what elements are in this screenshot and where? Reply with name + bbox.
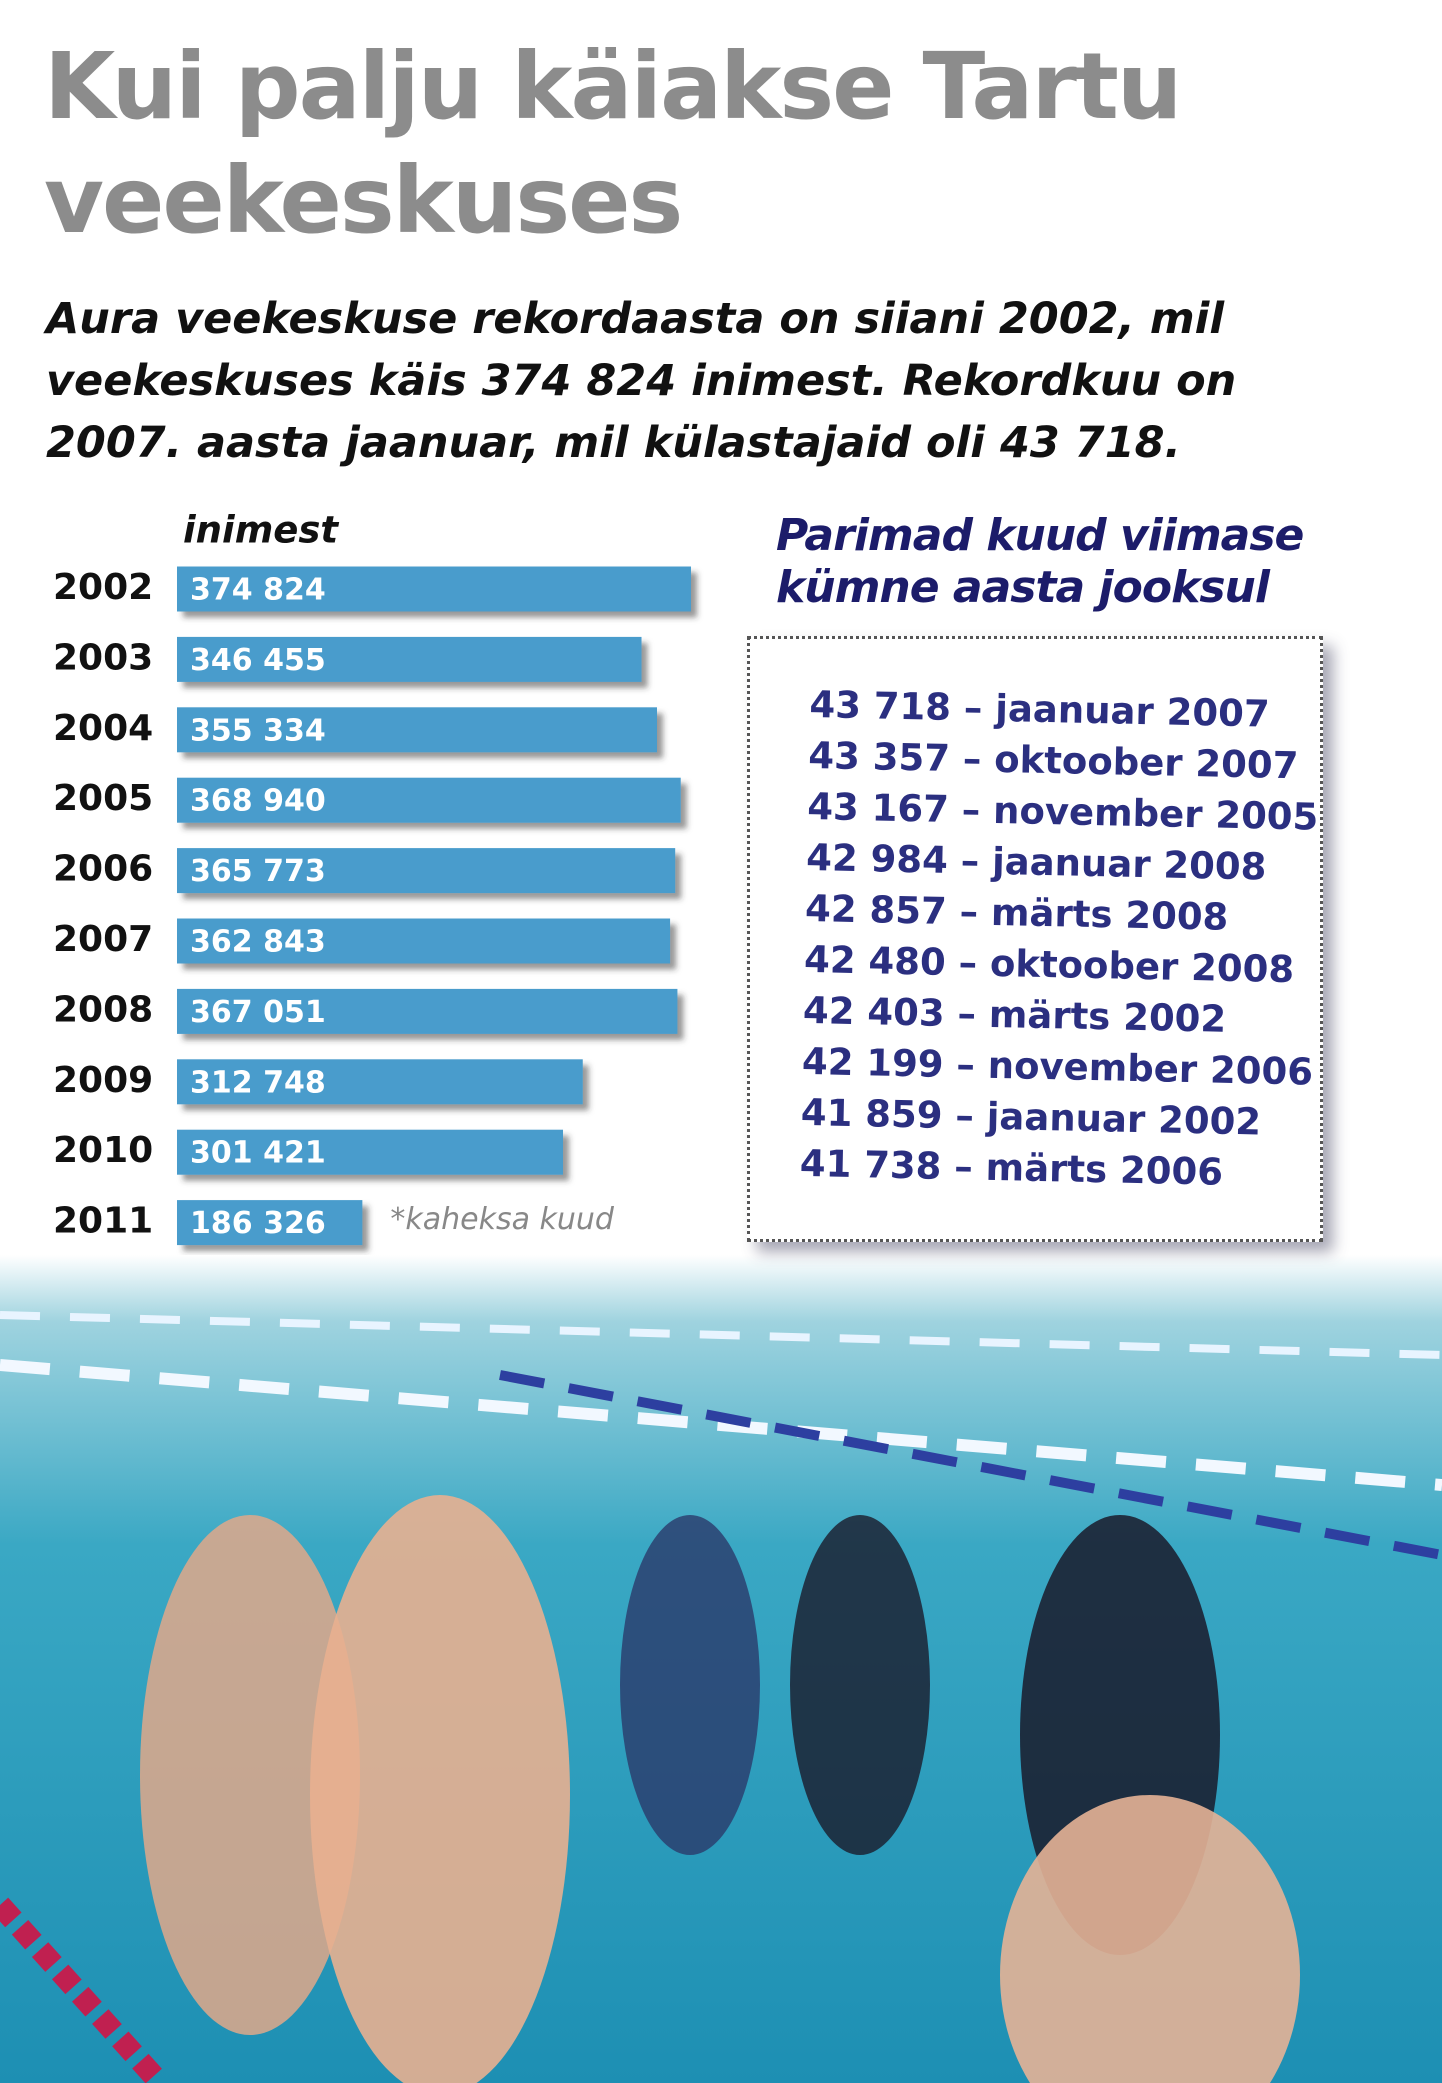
y-tick-label: 2003 bbox=[53, 637, 153, 678]
bar bbox=[177, 848, 676, 894]
box-title: Parimad kuud viimase kümne aasta jooksul bbox=[776, 510, 1304, 613]
bar bbox=[177, 1200, 363, 1246]
pool-photo bbox=[0, 1255, 1442, 2083]
y-tick-label: 2011 bbox=[53, 1201, 153, 1242]
best-months-box: 43 718 – jaanuar 2007 43 357 – oktoober 2… bbox=[747, 636, 1323, 1242]
value-label: 355 334 bbox=[190, 713, 326, 748]
y-tick-label: 2008 bbox=[53, 989, 153, 1030]
bar bbox=[177, 566, 691, 612]
chart-title: Kui palju käiakse Tartu veekeskuses bbox=[44, 33, 1182, 254]
y-tick-label: 2002 bbox=[53, 567, 153, 608]
bar bbox=[177, 777, 681, 823]
bar bbox=[177, 636, 642, 682]
bar bbox=[177, 1129, 564, 1175]
y-tick-label: 2004 bbox=[53, 708, 153, 749]
bar bbox=[177, 988, 678, 1034]
value-label: 367 051 bbox=[190, 995, 326, 1030]
chart: inimest 2002 374 824 2003 346 455 2004 355 33… bbox=[53, 509, 691, 1246]
value-label: 312 748 bbox=[190, 1065, 326, 1100]
value-label: 374 824 bbox=[190, 573, 326, 608]
value-label: 368 940 bbox=[190, 784, 326, 819]
y-tick-label: 2005 bbox=[53, 778, 153, 819]
y-tick-label: 2010 bbox=[53, 1130, 153, 1171]
annotation: *kaheksa kuud bbox=[390, 1202, 615, 1237]
value-label: 301 421 bbox=[190, 1136, 326, 1171]
x-axis-label: inimest bbox=[183, 509, 339, 552]
best-months-list: 43 718 – jaanuar 2007 43 357 – oktoober 2… bbox=[799, 679, 1321, 1200]
value-label: 365 773 bbox=[190, 854, 326, 889]
bar bbox=[177, 1059, 583, 1105]
bar bbox=[177, 707, 657, 753]
y-tick-label: 2007 bbox=[53, 919, 153, 960]
y-tick-label: 2009 bbox=[53, 1060, 153, 1101]
best-month-item: 41 738 – märts 2006 bbox=[799, 1141, 1224, 1194]
value-label: 346 455 bbox=[190, 643, 326, 678]
value-label: 186 326 bbox=[190, 1206, 326, 1241]
chart-subtitle: Aura veekeskuse rekordaasta on siiani 20… bbox=[46, 294, 1237, 468]
bar bbox=[177, 918, 671, 964]
value-label: 362 843 bbox=[190, 925, 326, 960]
y-tick-label: 2006 bbox=[53, 849, 153, 890]
